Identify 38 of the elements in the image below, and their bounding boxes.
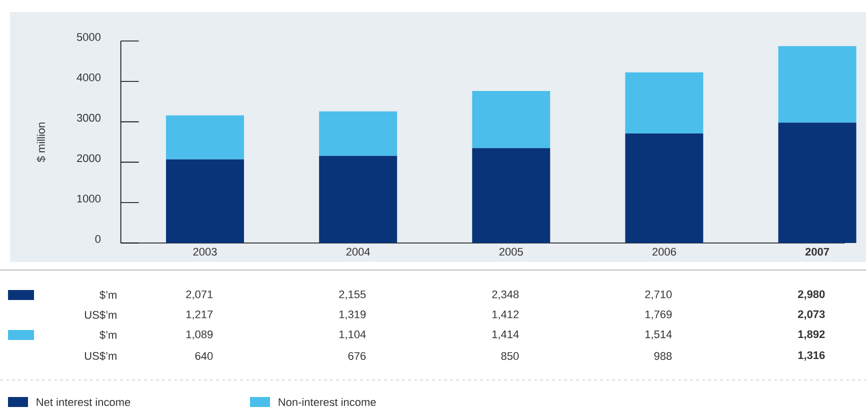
data-label: 2,348 bbox=[492, 290, 519, 300]
y-tick-label: 3000 bbox=[76, 114, 101, 122]
legend-label: Net interest income bbox=[36, 398, 130, 406]
x-tick-label: 2003 bbox=[193, 248, 217, 256]
text: 1,217 bbox=[186, 310, 213, 320]
x-tick-label: 2004 bbox=[346, 248, 370, 256]
text: 2,073 bbox=[798, 310, 825, 320]
text: 1,319 bbox=[339, 310, 366, 320]
x-tick-label: 2006 bbox=[652, 248, 676, 256]
data-label: 2,980 bbox=[798, 290, 825, 300]
data-label: 2,071 bbox=[186, 290, 213, 300]
y-tick-label: 1000 bbox=[77, 194, 101, 202]
text: 1,316 bbox=[798, 351, 825, 361]
text: 1,412 bbox=[492, 310, 519, 320]
text: 850 bbox=[501, 352, 519, 360]
data-label: 1,414 bbox=[492, 330, 519, 340]
y-tick-label: 5000 bbox=[76, 33, 101, 41]
text: 988 bbox=[654, 352, 672, 360]
legend-label: Non-interest income bbox=[278, 398, 376, 406]
text: 640 bbox=[195, 352, 213, 360]
x-tick-label: 2005 bbox=[499, 248, 523, 256]
data-label: 2,155 bbox=[339, 290, 366, 300]
data-label: 1,089 bbox=[186, 330, 213, 340]
text: $’m bbox=[100, 330, 116, 340]
data-label: 1,514 bbox=[645, 330, 672, 340]
y-tick-label: 0 bbox=[95, 235, 101, 243]
x-tick-label: 2007 bbox=[805, 248, 830, 256]
text: 1,769 bbox=[645, 310, 672, 320]
y-axis-title: $ million bbox=[36, 122, 46, 162]
text: US$’m bbox=[84, 310, 116, 320]
text: 676 bbox=[348, 352, 366, 360]
data-label: 2,710 bbox=[645, 290, 672, 300]
y-tick-label: 4000 bbox=[76, 74, 101, 82]
text: $’m bbox=[100, 290, 116, 300]
y-tick-label: 2000 bbox=[77, 154, 101, 162]
text: US$’m bbox=[84, 352, 116, 360]
data-label: 1,892 bbox=[798, 330, 825, 340]
data-label: 1,104 bbox=[339, 330, 366, 340]
